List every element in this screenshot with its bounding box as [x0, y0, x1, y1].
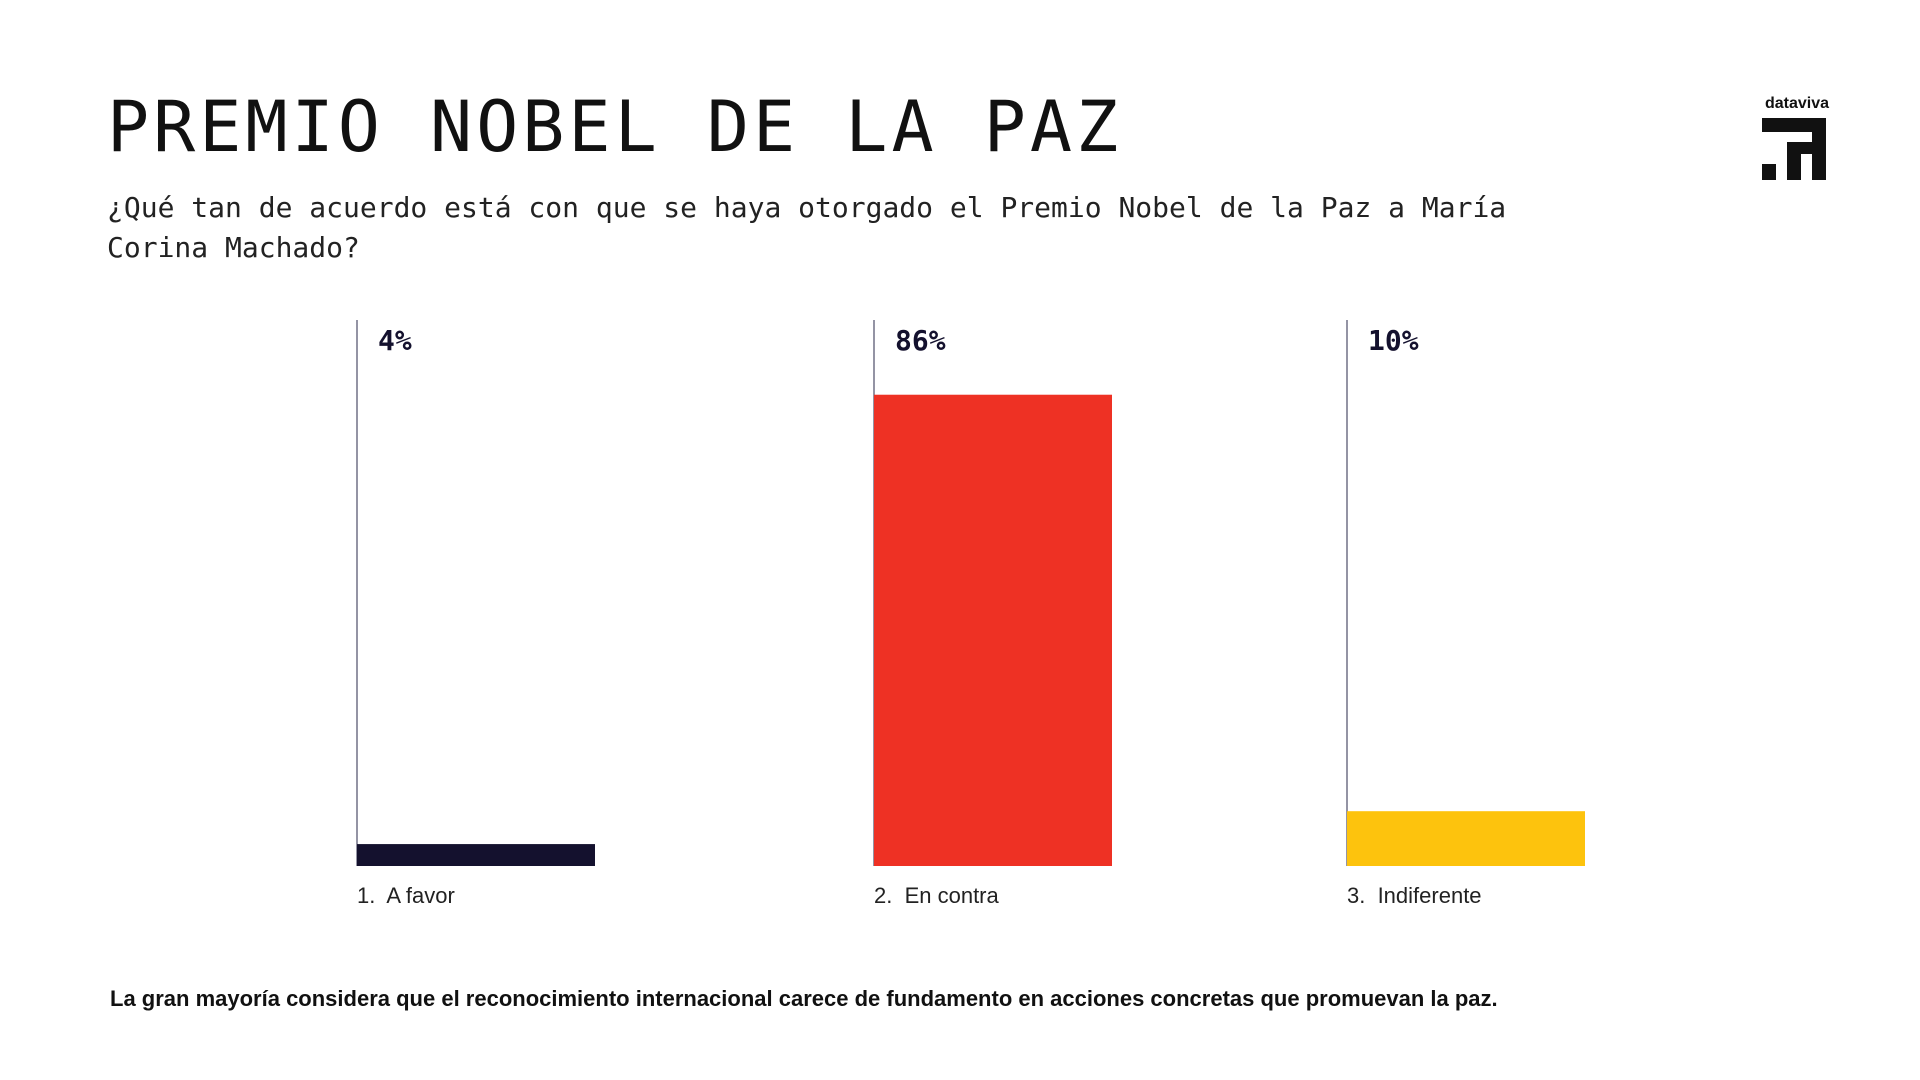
dataviva-logo-icon — [1762, 118, 1826, 180]
page-title: PREMIO NOBEL DE LA PAZ — [107, 86, 1123, 168]
bar-value-label: 10% — [1368, 324, 1419, 357]
page-subtitle: ¿Qué tan de acuerdo está con que se haya… — [107, 191, 1507, 264]
bar-value-label: 86% — [895, 324, 946, 357]
bar — [357, 844, 595, 866]
bar — [1347, 811, 1585, 866]
category-label: 1. A favor — [357, 883, 455, 908]
bar-value-label: 4% — [378, 324, 412, 357]
chart-footnote: La gran mayoría considera que el reconoc… — [110, 986, 1498, 1011]
bar — [874, 394, 1112, 866]
brand-name: dataviva — [1765, 95, 1830, 112]
category-label: 3. Indiferente — [1347, 883, 1482, 908]
category-label: 2. En contra — [874, 883, 1000, 908]
brand-logo: dataviva — [1762, 94, 1842, 180]
